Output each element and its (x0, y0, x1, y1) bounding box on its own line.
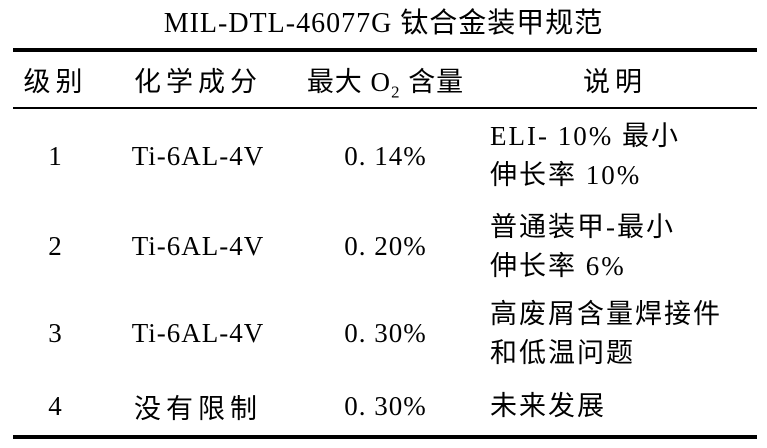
description-line: 伸长率 10% (490, 160, 642, 190)
header-composition: 化学成分 (134, 67, 262, 97)
grade-cell: 3 (48, 318, 63, 348)
description-line: 和低温问题 (490, 337, 635, 368)
description-line: 未来发展 (490, 390, 606, 421)
table-header-row: 级别 化学成分 最大 O2 含量 说明 (13, 52, 757, 109)
header-max-o2-post: 含量 (400, 67, 465, 97)
max-o2-cell: 0. 30% (344, 390, 427, 421)
description-cell: 普通装甲-最小 伸长率 6% (473, 208, 757, 286)
description-line: 普通装甲-最小 (490, 211, 675, 242)
table-title: MIL-DTL-46077G 钛合金装甲规范 (163, 8, 604, 39)
table-row: 4 没有限制 0. 30% 未来发展 (13, 377, 757, 435)
table-row: 1 Ti-6AL-4V 0. 14% ELI- 10% 最小 伸长率 10% (13, 109, 757, 203)
table-row: 3 Ti-6AL-4V 0. 30% 高废屑含量焊接件 和低温问题 (13, 290, 757, 377)
grade-cell: 1 (48, 140, 63, 171)
description-line: ELI- 10% 最小 (490, 121, 680, 151)
grade-cell: 4 (48, 390, 63, 421)
description-cell: 高废屑含量焊接件 和低温问题 (473, 295, 757, 373)
grade-cell: 2 (48, 231, 63, 261)
composition-cell: Ti-6AL-4V (131, 318, 265, 348)
header-description: 说明 (583, 67, 647, 97)
header-max-o2: 最大 O2 含量 (298, 60, 473, 102)
max-o2-cell: 0. 20% (344, 231, 427, 261)
table-row: 2 Ti-6AL-4V 0. 20% 普通装甲-最小 伸长率 6% (13, 203, 757, 290)
composition-cell: 没有限制 (134, 393, 262, 424)
max-o2-cell: 0. 30% (344, 318, 427, 348)
composition-cell: Ti-6AL-4V (131, 231, 265, 261)
spec-table: 级别 化学成分 最大 O2 含量 说明 1 Ti-6AL-4V 0. 14% E… (13, 48, 757, 439)
header-grade: 级别 (23, 67, 88, 97)
description-line: 伸长率 6% (490, 250, 626, 281)
o2-subscript: 2 (391, 82, 401, 102)
composition-cell: Ti-6AL-4V (131, 140, 265, 171)
max-o2-cell: 0. 14% (344, 140, 427, 171)
header-max-o2-pre: 最大 O (306, 67, 392, 97)
description-cell: ELI- 10% 最小 伸长率 10% (473, 117, 757, 195)
description-line: 高废屑含量焊接件 (490, 298, 722, 329)
description-cell: 未来发展 (473, 387, 757, 426)
